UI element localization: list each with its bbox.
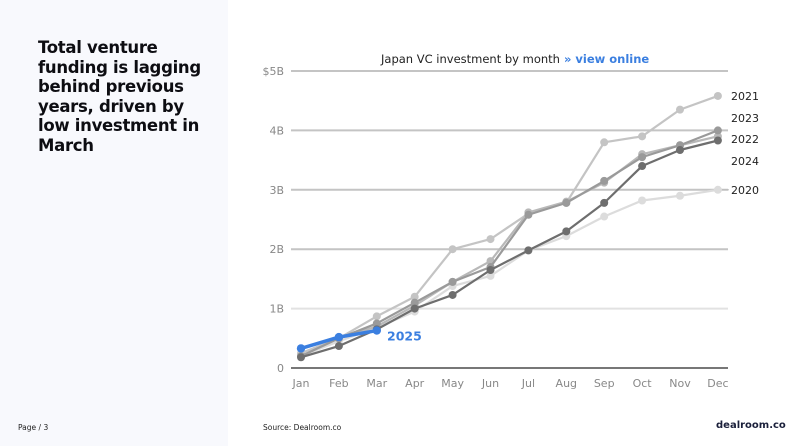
chart-title: Japan VC investment by month» view online — [381, 52, 649, 66]
data-point-2021[interactable] — [676, 105, 684, 114]
data-point-2020[interactable] — [676, 191, 684, 200]
view-online-link[interactable]: view online — [575, 52, 650, 66]
data-point-2021[interactable] — [372, 312, 381, 321]
x-tick-label: Apr — [405, 377, 425, 390]
y-tick-label: 3B — [269, 184, 284, 197]
headline: Total venture funding is lagging behind … — [38, 38, 201, 155]
series-label-2022: 2022 — [731, 133, 759, 146]
data-point-2021[interactable] — [486, 235, 495, 244]
data-point-2021[interactable] — [713, 91, 722, 100]
x-tick-label: Aug — [556, 377, 577, 390]
data-point-2023[interactable] — [448, 277, 457, 286]
y-tick-label: 4B — [269, 124, 284, 137]
left-panel — [0, 0, 228, 446]
x-tick-label: Feb — [329, 377, 348, 390]
data-point-2023[interactable] — [372, 319, 381, 328]
data-point-2025[interactable] — [334, 332, 344, 342]
data-point-2021[interactable] — [410, 292, 419, 301]
data-point-2024[interactable] — [334, 342, 343, 351]
data-point-2023[interactable] — [524, 210, 533, 219]
data-point-2025[interactable] — [372, 326, 381, 335]
series-label-2023: 2023 — [731, 112, 759, 125]
data-point-2024[interactable] — [524, 246, 533, 255]
data-point-2024[interactable] — [638, 162, 647, 171]
series-line-2021[interactable] — [299, 94, 720, 355]
x-tick-label: Dec — [707, 377, 728, 390]
page-number: Page / 3 — [18, 423, 49, 432]
x-tick-label: Jan — [292, 377, 310, 390]
brand-logo[interactable]: dealroom.co — [716, 420, 786, 431]
data-point-2024[interactable] — [297, 353, 305, 362]
x-tick-label: May — [441, 377, 464, 390]
series-line-2023[interactable] — [299, 129, 720, 358]
data-point-2025[interactable] — [296, 344, 306, 353]
series-label-2025: 2025 — [387, 329, 422, 344]
data-point-2023[interactable] — [713, 126, 722, 135]
series-line-2020[interactable] — [299, 188, 720, 358]
data-point-2021[interactable] — [448, 245, 457, 254]
data-point-2024[interactable] — [713, 136, 722, 145]
series-line-2022[interactable] — [299, 135, 720, 358]
y-tick-label: 0 — [277, 362, 284, 375]
data-point-2023[interactable] — [410, 298, 419, 307]
y-tick-label: 2B — [269, 243, 284, 256]
data-point-2023[interactable] — [638, 153, 647, 162]
series-label-2020: 2020 — [731, 184, 759, 197]
data-point-2020[interactable] — [638, 196, 647, 205]
x-tick-label: Nov — [669, 377, 691, 390]
chevron-double-right-icon: » — [563, 52, 572, 66]
x-tick-label: Jun — [481, 377, 499, 390]
data-point-2021[interactable] — [600, 138, 609, 147]
data-point-2024[interactable] — [676, 146, 684, 155]
data-point-2020[interactable] — [600, 212, 609, 221]
data-point-2023[interactable] — [562, 198, 571, 207]
data-point-2020[interactable] — [713, 185, 722, 194]
x-tick-label: Sep — [594, 377, 615, 390]
data-point-2023[interactable] — [600, 176, 609, 185]
data-point-2024[interactable] — [486, 265, 495, 274]
chart-title-text: Japan VC investment by month — [381, 52, 560, 66]
source-note: Source: Dealroom.co — [263, 423, 342, 432]
y-tick-label: 1B — [269, 303, 284, 316]
x-tick-label: Oct — [633, 377, 653, 390]
data-point-2024[interactable] — [600, 198, 609, 207]
x-tick-label: Jul — [521, 377, 535, 390]
data-point-2024[interactable] — [562, 227, 571, 236]
x-tick-label: Mar — [366, 377, 387, 390]
data-point-2021[interactable] — [638, 132, 647, 141]
y-tick-label: $5B — [262, 65, 284, 78]
data-point-2024[interactable] — [448, 290, 457, 299]
data-point-2020[interactable] — [486, 271, 495, 280]
series-label-2024: 2024 — [731, 155, 759, 168]
series-label-2021: 2021 — [731, 90, 759, 103]
data-point-2024[interactable] — [410, 304, 419, 313]
